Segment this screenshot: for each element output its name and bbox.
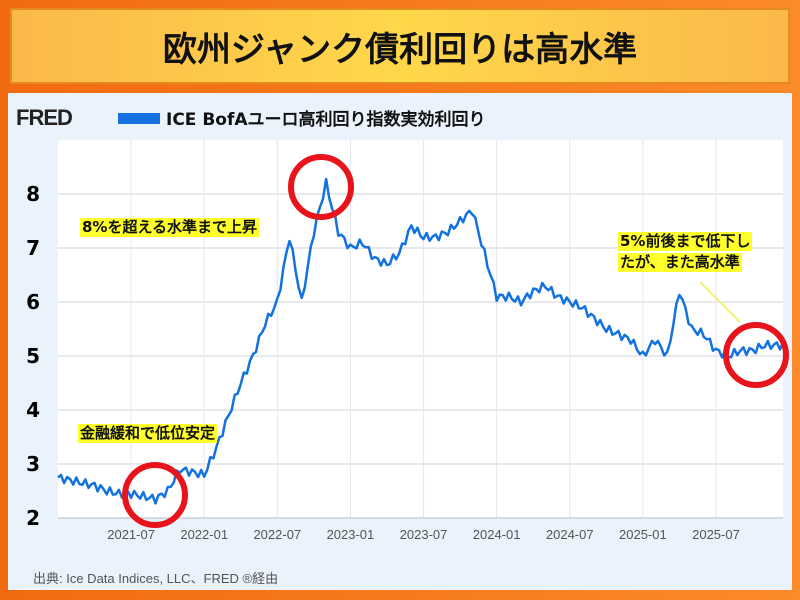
annotation-pointer bbox=[699, 281, 741, 323]
annotation-drop-2: たが、また高水準 bbox=[618, 253, 742, 272]
y-tick-label: 4 bbox=[26, 398, 40, 422]
page-title: 欧州ジャンク債利回りは高水準 bbox=[10, 8, 790, 84]
fred-logo: FRED bbox=[16, 105, 73, 130]
series-line bbox=[57, 177, 787, 505]
x-tick-label: 2022-01 bbox=[180, 527, 228, 542]
highlight-circle bbox=[288, 154, 354, 220]
y-tick-label: 8 bbox=[26, 182, 40, 206]
y-tick-label: 3 bbox=[26, 452, 40, 476]
annotation-easing: 金融緩和で低位安定 bbox=[78, 424, 218, 443]
highlight-circle bbox=[723, 322, 789, 388]
legend-label: ICE BofAユーロ高利回り指数実効利回り bbox=[166, 110, 486, 130]
source-note: 出典: Ice Data Indices, LLC、FRED ®経由 bbox=[33, 571, 279, 586]
x-tick-label: 2021-07 bbox=[107, 527, 155, 542]
x-tick-label: 2025-07 bbox=[692, 527, 740, 542]
annotation-rise: 8%を超える水準まで上昇 bbox=[80, 218, 260, 237]
x-tick-label: 2023-01 bbox=[327, 527, 375, 542]
y-tick-label: 5 bbox=[26, 344, 40, 368]
x-tick-label: 2022-07 bbox=[253, 527, 301, 542]
y-tick-label: 7 bbox=[26, 236, 40, 260]
x-tick-label: 2024-01 bbox=[473, 527, 521, 542]
x-tick-label: 2023-07 bbox=[400, 527, 448, 542]
legend-swatch bbox=[118, 113, 160, 124]
x-tick-label: 2025-01 bbox=[619, 527, 667, 542]
highlight-circle bbox=[122, 462, 188, 528]
annotation-drop-1: 5%前後まで低下し bbox=[618, 232, 753, 251]
y-tick-label: 2 bbox=[26, 506, 40, 530]
x-tick-label: 2024-07 bbox=[546, 527, 594, 542]
y-tick-label: 6 bbox=[26, 290, 40, 314]
plot-area bbox=[58, 140, 783, 518]
